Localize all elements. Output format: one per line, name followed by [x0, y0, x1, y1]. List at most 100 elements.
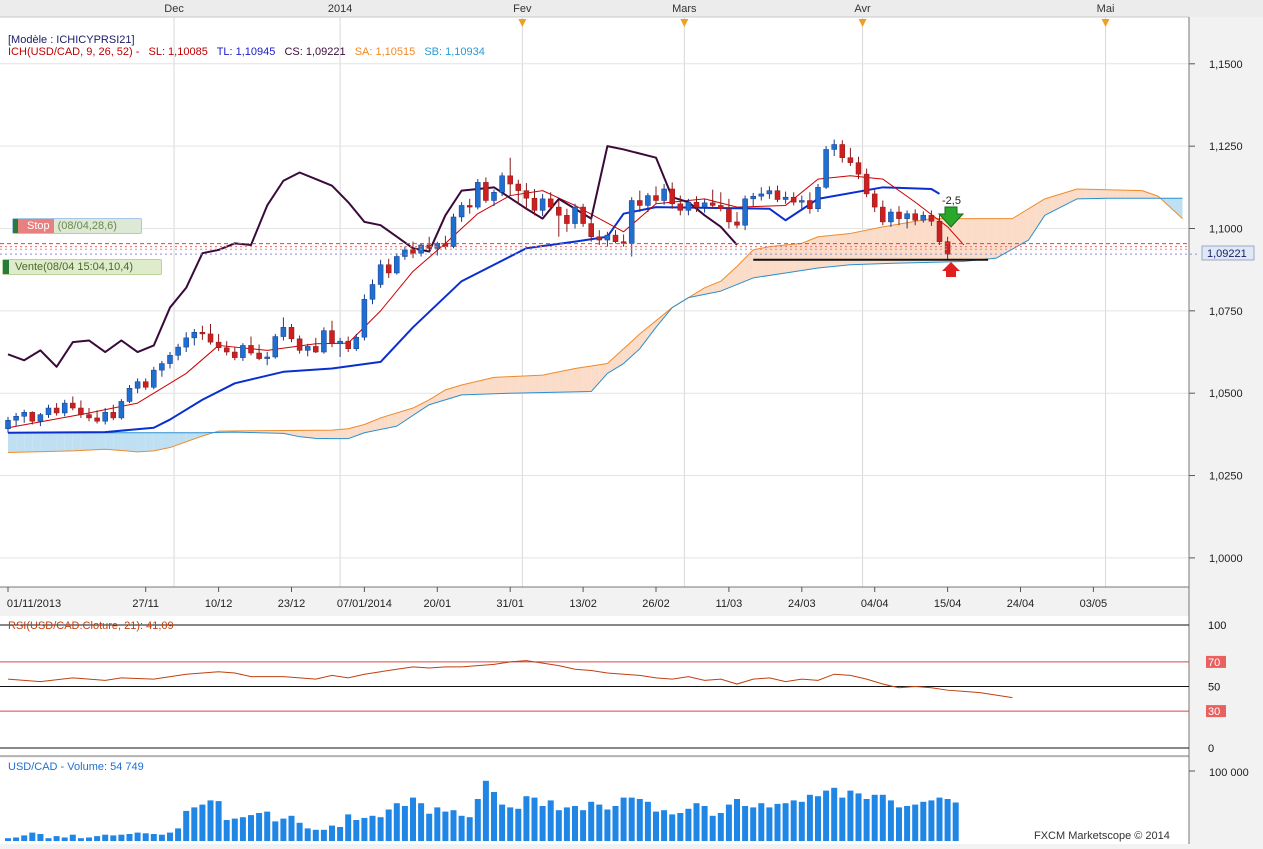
bearish-candle [564, 215, 570, 224]
cloud-segment [696, 287, 705, 297]
volume-bar [685, 808, 692, 841]
x-tick-label: 13/02 [569, 598, 597, 610]
volume-bar [482, 780, 489, 841]
volume-bar [920, 801, 927, 841]
bearish-candle [677, 203, 684, 211]
cloud-segment [1012, 213, 1021, 250]
volume-bar [369, 815, 376, 841]
x-tick-label: 20/01 [424, 598, 452, 610]
rsi-level-label: 100 [1208, 620, 1226, 632]
sell-signal[interactable]: -2,5 [937, 195, 965, 277]
bearish-candle [223, 347, 230, 353]
price-tag-value: 1,09221 [1207, 248, 1247, 260]
rsi-panel[interactable]: 100 70 50 30 0 [0, 619, 1226, 757]
cloud-segment [728, 266, 737, 288]
cloud-segment [56, 432, 65, 452]
bullish-candle [191, 332, 198, 339]
cloud-segment [1052, 193, 1061, 212]
bullish-candle [604, 234, 611, 241]
month-marker-icon [680, 19, 689, 27]
bearish-candle [855, 162, 862, 175]
volume-bar [53, 836, 60, 841]
x-tick-label: 01/11/2013 [7, 598, 61, 610]
sell-order-badge[interactable]: Vente(08/04 15:04,10,4) [2, 259, 162, 275]
cloud-segment [801, 240, 810, 271]
bullish-candle [904, 213, 910, 219]
cloud-segment [32, 432, 41, 452]
candles[interactable] [5, 139, 951, 433]
volume-bar [547, 800, 554, 841]
volume-bar [320, 829, 327, 841]
volume-axis-label: 100 000 [1209, 767, 1249, 779]
volume-bar [231, 818, 238, 841]
volume-bar [580, 810, 587, 841]
cloud-segment [1061, 191, 1070, 208]
cloud-segment [48, 432, 57, 452]
bearish-candle [580, 206, 586, 224]
volume-bar [806, 794, 813, 841]
bearish-candle [774, 190, 781, 200]
cloud-segment [356, 424, 365, 436]
legend-sa: SA: 1,10515 [355, 46, 416, 58]
stop-badge-label: Stop [13, 219, 54, 233]
volume-bar [742, 806, 749, 841]
volume-bar [377, 817, 384, 841]
volume-bar [418, 803, 425, 841]
month-label: Mai [1097, 3, 1115, 15]
volume-bar [401, 806, 408, 841]
rsi-level-tag [1206, 742, 1226, 754]
cloud-segment [656, 314, 665, 328]
volume-bar [296, 822, 303, 841]
cloud-segment [826, 235, 835, 268]
x-tick-label: 04/04 [861, 598, 889, 610]
cloud-segment [340, 428, 349, 439]
volume-bar [871, 794, 878, 841]
cloud-segment [404, 408, 413, 421]
cloud-segment [299, 430, 308, 438]
rsi-level-tag [1206, 705, 1226, 718]
cloud-segment [785, 244, 794, 273]
cloud-segment [566, 368, 575, 393]
bullish-candle [475, 182, 481, 208]
volume-bar [248, 815, 254, 841]
cloud-segment [518, 375, 527, 394]
month-label: Dec [164, 3, 184, 15]
volume-bar [725, 804, 732, 841]
volume-bar [572, 806, 578, 841]
bullish-candle [758, 193, 765, 197]
stop-badge[interactable]: Stop (08/04,28,6) [12, 218, 142, 234]
bearish-candle [588, 223, 594, 237]
volume-bar [207, 800, 214, 841]
cloud-segment [461, 383, 470, 395]
y-tick-label: 1,0750 [1209, 306, 1243, 318]
bearish-candle [693, 201, 700, 208]
bullish-candle [402, 249, 408, 257]
bullish-candle [134, 381, 141, 389]
x-tick-label: 03/05 [1080, 598, 1108, 610]
cloud-segment [1117, 190, 1126, 199]
cloud-segment [963, 218, 972, 262]
volume-bar [847, 790, 854, 841]
cloud-segment [445, 387, 454, 400]
bearish-candle [790, 196, 797, 203]
x-tick-label: 31/01 [496, 598, 524, 610]
rsi-level-tag [1206, 680, 1226, 693]
volume-bar [628, 797, 635, 841]
bullish-candle [782, 196, 789, 200]
bullish-candle [799, 200, 805, 203]
cloud-segment [453, 384, 462, 398]
cloud-segment [413, 403, 422, 416]
volume-bar [896, 807, 902, 841]
bullish-candle [272, 336, 279, 358]
volume-bar [612, 806, 619, 841]
bullish-candle [701, 202, 708, 208]
month-marker-icon [518, 19, 527, 27]
cloud-segment [1093, 189, 1102, 199]
volume-panel[interactable] [5, 770, 1195, 841]
cloud-segment [550, 371, 559, 393]
bearish-candle [385, 264, 392, 274]
cloud-segment [89, 432, 98, 451]
bullish-candle [175, 346, 181, 356]
